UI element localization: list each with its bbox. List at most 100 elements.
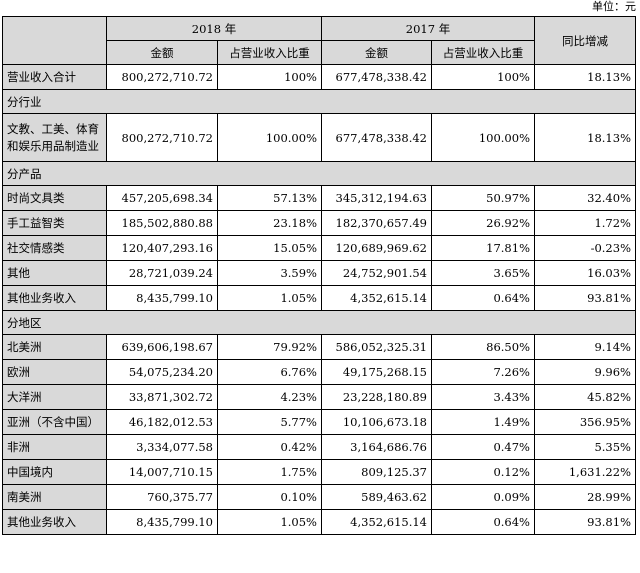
ratio-2018: 4.23% xyxy=(217,384,322,410)
amount-2018: 760,375.77 xyxy=(106,484,218,510)
ratio-2018: 1.75% xyxy=(217,459,322,485)
table-row: 其他业务收入 8,435,799.10 1.05% 4,352,615.14 0… xyxy=(2,509,636,535)
ratio-2017: 17.81% xyxy=(431,235,535,261)
row-label: 社交情感类 xyxy=(2,235,107,261)
change: 9.96% xyxy=(534,359,636,385)
table-row: 欧洲 54,075,234.20 6.76% 49,175,268.15 7.2… xyxy=(2,359,636,385)
ratio-2017: 86.50% xyxy=(431,334,535,360)
ratio-2017: 100.00% xyxy=(431,113,535,162)
header-change: 同比增减 xyxy=(534,16,636,65)
amount-2018: 14,007,710.15 xyxy=(106,459,218,485)
amount-2017: 4,352,615.14 xyxy=(321,509,432,535)
ratio-2018: 79.92% xyxy=(217,334,322,360)
row-label: 大洋洲 xyxy=(2,384,107,410)
amount-2018: 3,334,077.58 xyxy=(106,434,218,460)
amount-2018: 800,272,710.72 xyxy=(106,113,218,162)
section-product: 分产品 xyxy=(2,161,636,186)
ratio-2017: 26.92% xyxy=(431,210,535,236)
ratio-2018: 57.13% xyxy=(217,185,322,211)
header-blank-cell xyxy=(2,16,107,65)
change: 18.13% xyxy=(534,113,636,162)
ratio-2018: 15.05% xyxy=(217,235,322,261)
change: 1,631.22% xyxy=(534,459,636,485)
amount-2017: 49,175,268.15 xyxy=(321,359,432,385)
amount-2017: 589,463.62 xyxy=(321,484,432,510)
ratio-2018: 0.10% xyxy=(217,484,322,510)
ratio-2017: 7.26% xyxy=(431,359,535,385)
section-title: 分产品 xyxy=(2,161,636,186)
amount-2018: 457,205,698.34 xyxy=(106,185,218,211)
table-row: 社交情感类 120,407,293.16 15.05% 120,689,969.… xyxy=(2,235,636,261)
ratio-2018: 1.05% xyxy=(217,285,322,311)
ratio-2018: 6.76% xyxy=(217,359,322,385)
change: 18.13% xyxy=(534,64,636,90)
row-label: 文教、工美、体育和娱乐用品制造业 xyxy=(2,113,107,162)
header-2017: 2017 年 xyxy=(321,16,535,41)
table-row: 北美洲 639,606,198.67 79.92% 586,052,325.31… xyxy=(2,334,636,360)
change: 28.99% xyxy=(534,484,636,510)
row-label: 欧洲 xyxy=(2,359,107,385)
row-label: 营业收入合计 xyxy=(2,64,107,90)
row-label: 手工益智类 xyxy=(2,210,107,236)
table-row: 非洲 3,334,077.58 0.42% 3,164,686.76 0.47%… xyxy=(2,434,636,460)
change: -0.23% xyxy=(534,235,636,261)
amount-2018: 46,182,012.53 xyxy=(106,409,218,435)
row-label: 其他业务收入 xyxy=(2,285,107,311)
header-ratio-2018: 占营业收入比重 xyxy=(217,40,322,65)
change: 32.40% xyxy=(534,185,636,211)
header-ratio-2017: 占营业收入比重 xyxy=(431,40,535,65)
table-row: 大洋洲 33,871,302.72 4.23% 23,228,180.89 3.… xyxy=(2,384,636,410)
row-label: 亚洲（不含中国） xyxy=(2,409,107,435)
ratio-2017: 100% xyxy=(431,64,535,90)
ratio-2017: 1.49% xyxy=(431,409,535,435)
ratio-2017: 0.12% xyxy=(431,459,535,485)
ratio-2017: 0.64% xyxy=(431,285,535,311)
table-row: 亚洲（不含中国） 46,182,012.53 5.77% 10,106,673.… xyxy=(2,409,636,435)
ratio-2017: 0.09% xyxy=(431,484,535,510)
change: 16.03% xyxy=(534,260,636,286)
row-label: 南美洲 xyxy=(2,484,107,510)
unit-label: 单位：元 xyxy=(592,0,636,13)
table-row: 南美洲 760,375.77 0.10% 589,463.62 0.09% 28… xyxy=(2,484,636,510)
section-industry: 分行业 xyxy=(2,89,636,114)
change: 356.95% xyxy=(534,409,636,435)
row-label: 其他业务收入 xyxy=(2,509,107,535)
row-label: 其他 xyxy=(2,260,107,286)
change: 5.35% xyxy=(534,434,636,460)
header-row-years: 2018 年 2017 年 同比增减 xyxy=(2,16,636,65)
row-label: 中国境内 xyxy=(2,459,107,485)
ratio-2017: 50.97% xyxy=(431,185,535,211)
amount-2018: 120,407,293.16 xyxy=(106,235,218,261)
section-title: 分行业 xyxy=(2,89,636,114)
change: 93.81% xyxy=(534,285,636,311)
amount-2018: 800,272,710.72 xyxy=(106,64,218,90)
amount-2017: 23,228,180.89 xyxy=(321,384,432,410)
row-label: 北美洲 xyxy=(2,334,107,360)
amount-2017: 4,352,615.14 xyxy=(321,285,432,311)
ratio-2018: 100.00% xyxy=(217,113,322,162)
ratio-2017: 3.65% xyxy=(431,260,535,286)
row-label: 非洲 xyxy=(2,434,107,460)
amount-2017: 345,312,194.63 xyxy=(321,185,432,211)
ratio-2017: 0.47% xyxy=(431,434,535,460)
amount-2017: 677,478,338.42 xyxy=(321,64,432,90)
ratio-2018: 5.77% xyxy=(217,409,322,435)
total-row: 营业收入合计 800,272,710.72 100% 677,478,338.4… xyxy=(2,64,636,90)
amount-2017: 677,478,338.42 xyxy=(321,113,432,162)
header-amount-2017: 金额 xyxy=(321,40,432,65)
table-row: 文教、工美、体育和娱乐用品制造业 800,272,710.72 100.00% … xyxy=(2,113,636,162)
amount-2017: 10,106,673.18 xyxy=(321,409,432,435)
change: 9.14% xyxy=(534,334,636,360)
ratio-2018: 23.18% xyxy=(217,210,322,236)
revenue-table: 2018 年 2017 年 同比增减 金额 占营业收入比重 金额 占营业收入比重… xyxy=(2,16,636,535)
amount-2018: 28,721,039.24 xyxy=(106,260,218,286)
amount-2018: 639,606,198.67 xyxy=(106,334,218,360)
change: 45.82% xyxy=(534,384,636,410)
table-row: 其他 28,721,039.24 3.59% 24,752,901.54 3.6… xyxy=(2,260,636,286)
amount-2017: 586,052,325.31 xyxy=(321,334,432,360)
table-row: 其他业务收入 8,435,799.10 1.05% 4,352,615.14 0… xyxy=(2,285,636,311)
amount-2017: 809,125.37 xyxy=(321,459,432,485)
amount-2018: 54,075,234.20 xyxy=(106,359,218,385)
section-title: 分地区 xyxy=(2,310,636,335)
amount-2018: 33,871,302.72 xyxy=(106,384,218,410)
